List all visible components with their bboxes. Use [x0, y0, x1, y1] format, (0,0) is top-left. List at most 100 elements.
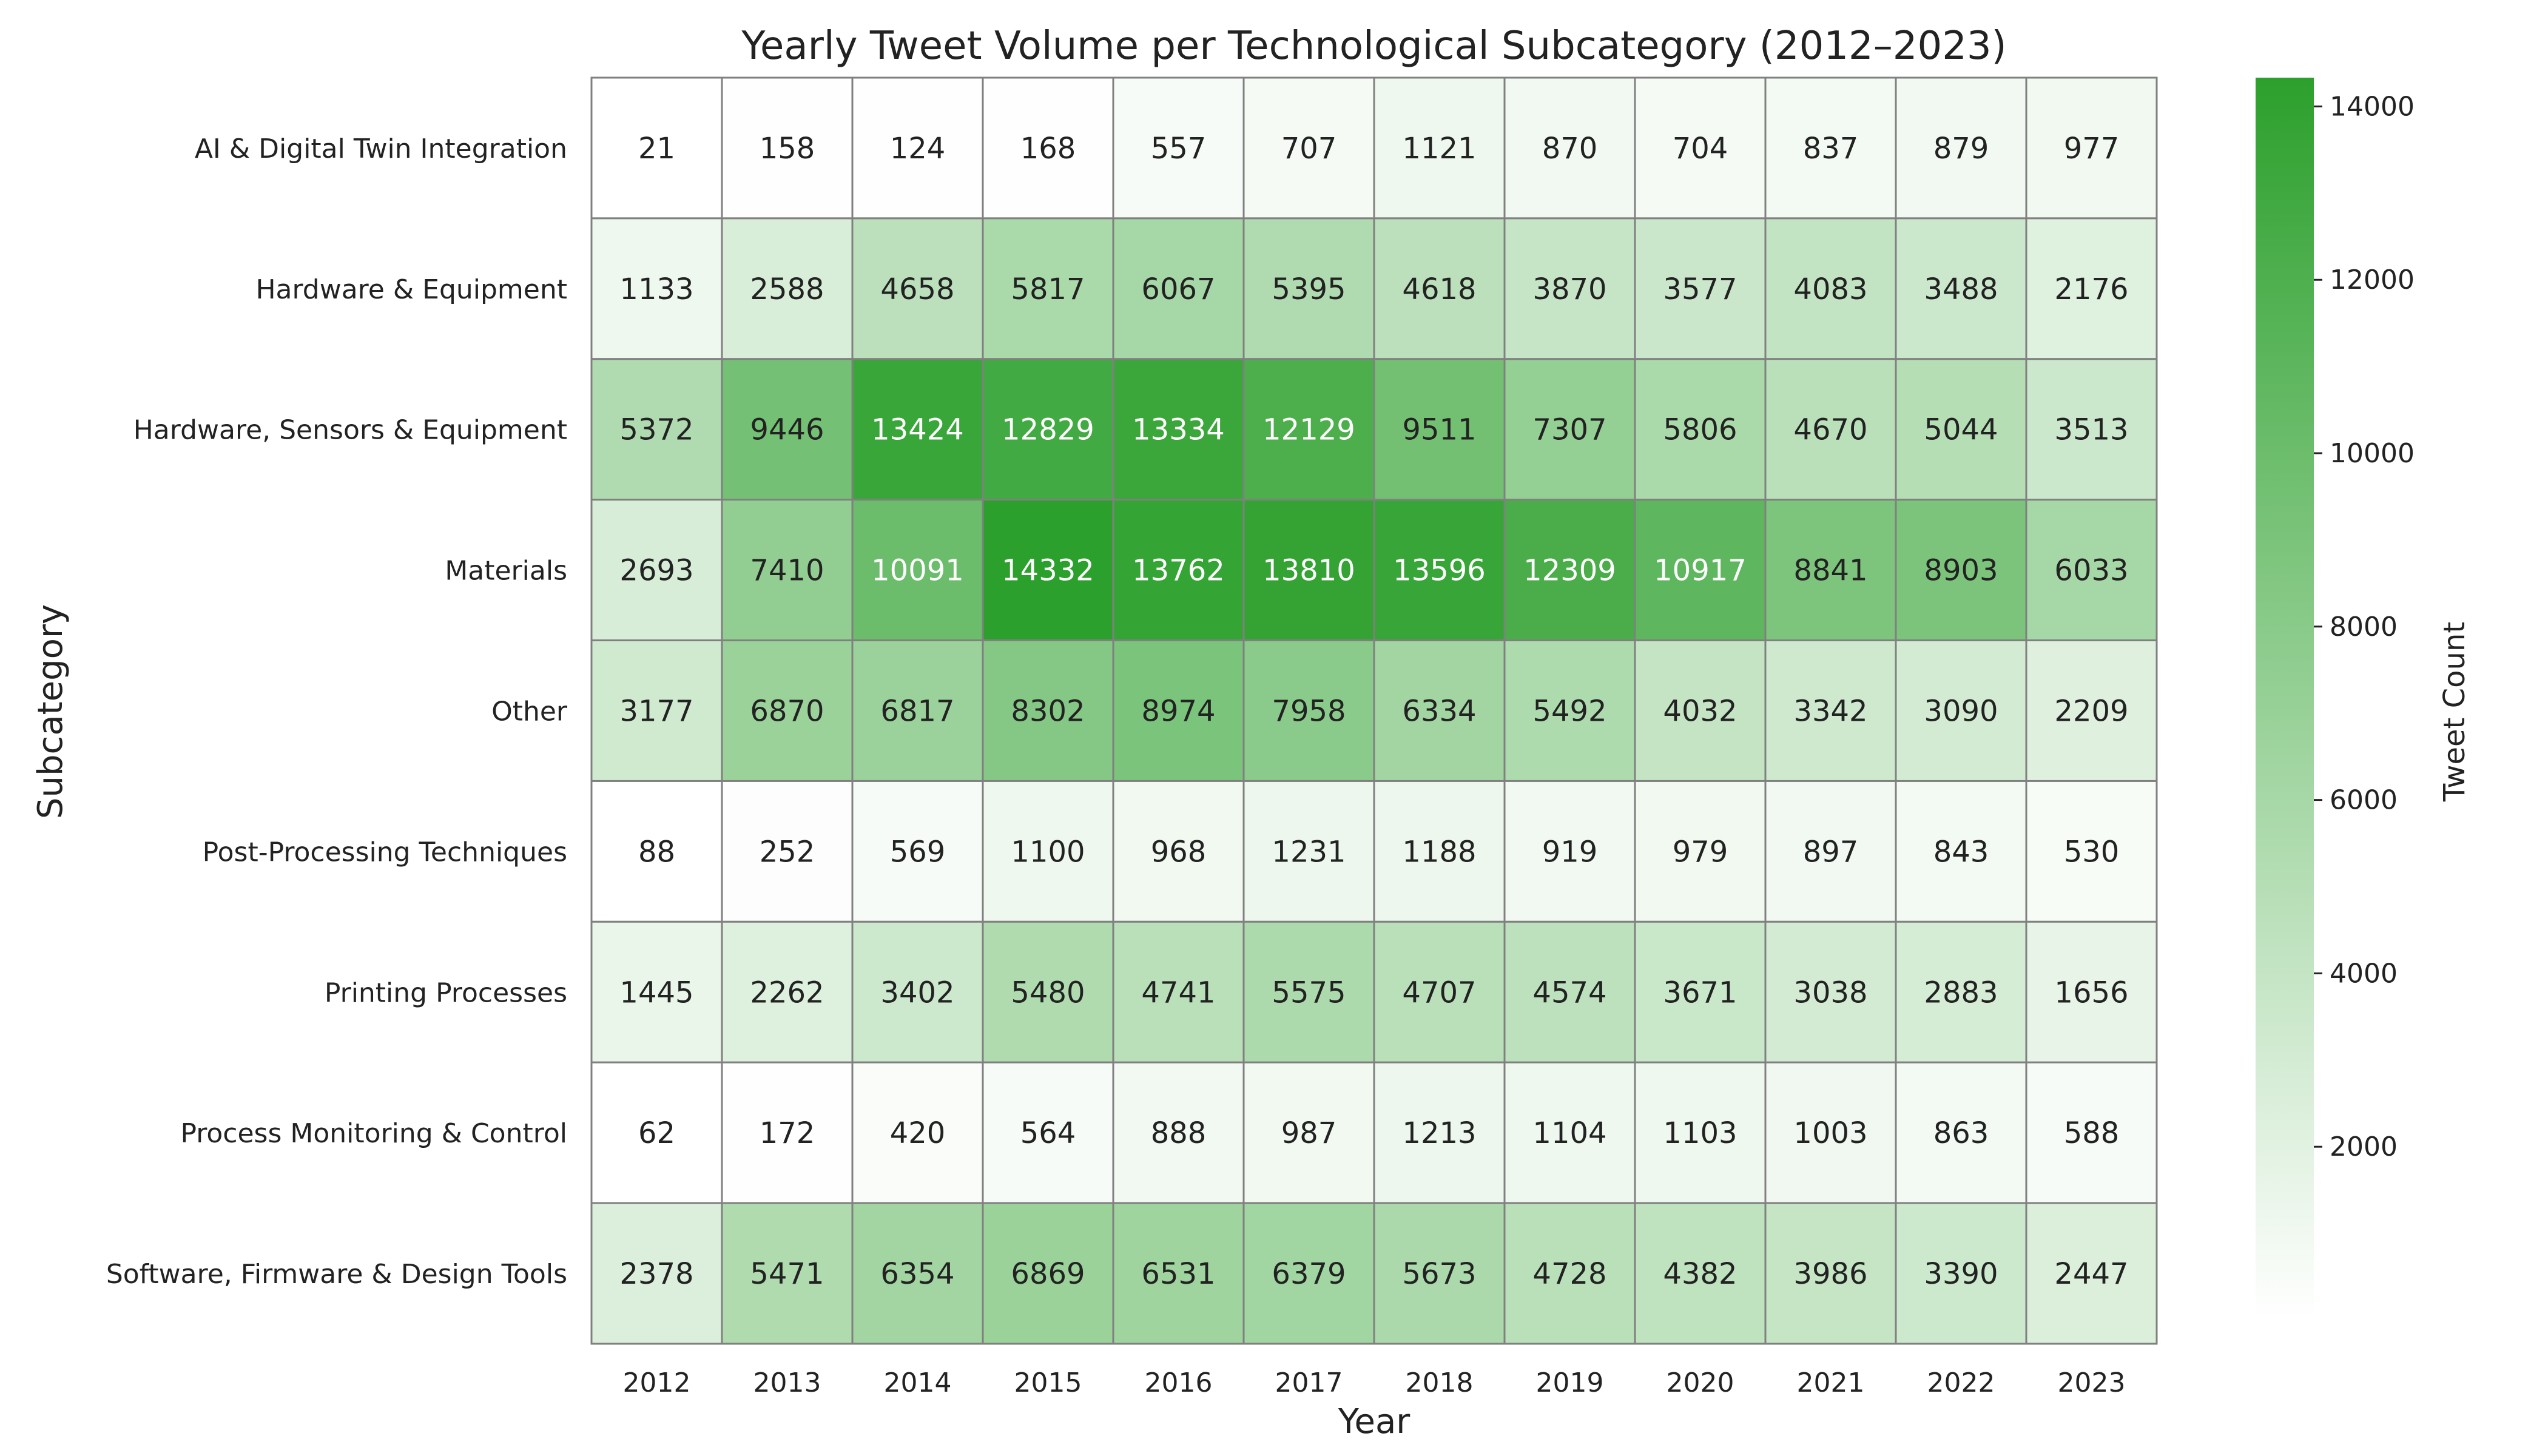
cell-value-label: 3488 [1924, 272, 1998, 306]
cell-value-label: 3671 [1663, 976, 1737, 1009]
cell-value-label: 8903 [1924, 554, 1998, 588]
heatmap-cell [1634, 217, 1767, 360]
heatmap-cell [1503, 639, 1636, 782]
heatmap-cell [1503, 76, 1636, 220]
heatmap-cell [982, 920, 1114, 1063]
heatmap-cell [2025, 358, 2158, 501]
y-tick-label: Post-Processing Techniques [203, 837, 567, 868]
cell-value-label: 124 [890, 132, 946, 166]
cell-value-label: 5372 [619, 413, 693, 447]
cell-value-label: 564 [1020, 1116, 1076, 1150]
colorbar-tick-label: 4000 [2330, 958, 2398, 989]
cell-value-label: 6531 [1141, 1257, 1215, 1291]
cell-value-label: 3177 [619, 695, 693, 729]
heatmap-cell [1895, 920, 2027, 1063]
cell-value-label: 6067 [1141, 272, 1215, 306]
colorbar-tick-label: 6000 [2330, 785, 2398, 816]
cell-value-label: 4083 [1793, 272, 1867, 306]
y-axis-label: Subcategory [31, 604, 70, 819]
heatmap-cell [1242, 780, 1375, 923]
cell-value-label: 863 [1933, 1116, 1989, 1150]
cell-value-label: 1213 [1402, 1116, 1476, 1150]
heatmap-cell [1242, 1202, 1375, 1345]
cell-value-label: 8841 [1793, 554, 1867, 588]
cell-value-label: 1445 [619, 976, 693, 1009]
y-tick-labels: AI & Digital Twin Integration Hardware & … [106, 133, 568, 1290]
x-tick-label: 2016 [1145, 1367, 1213, 1398]
heatmap-cell [721, 639, 854, 782]
heatmap-cell [1634, 780, 1767, 923]
heatmap-cell [1242, 920, 1375, 1063]
heatmap-cell [1242, 499, 1375, 642]
chart-title: Yearly Tweet Volume per Technological Su… [741, 24, 2006, 69]
y-tick-label: Hardware & Equipment [255, 274, 567, 305]
heatmap-cell [1764, 920, 1897, 1063]
cell-value-label: 6334 [1402, 695, 1476, 729]
cell-value-label: 6870 [750, 695, 824, 729]
heatmap-cell [2025, 76, 2158, 220]
cell-value-label: 12829 [1002, 413, 1094, 447]
cell-value-label: 2447 [2054, 1257, 2128, 1291]
x-tick-label: 2022 [1927, 1367, 1995, 1398]
cell-value-label: 879 [1933, 132, 1989, 166]
cell-value-label: 897 [1803, 835, 1859, 869]
y-tick-label: Other [491, 696, 568, 727]
x-tick-label: 2015 [1014, 1367, 1082, 1398]
cell-value-label: 13596 [1393, 554, 1486, 588]
heatmap-cell [2025, 780, 2158, 923]
y-tick-label: Materials [445, 556, 567, 587]
colorbar-ticks: 2000 4000 6000 8000 10000 12000 14000 [2314, 91, 2415, 1162]
cell-value-label: 569 [890, 835, 946, 869]
y-tick-label: Software, Firmware & Design Tools [106, 1259, 567, 1290]
heatmap-cell [2025, 499, 2158, 642]
cell-value-label: 1121 [1402, 132, 1476, 166]
heatmap-cell [851, 499, 984, 642]
colorbar-tick-label: 8000 [2330, 612, 2398, 642]
heatmap-cell [1373, 920, 1506, 1063]
cell-value-label: 1103 [1663, 1116, 1737, 1150]
heatmap-cell [851, 639, 984, 782]
cell-value-label: 2693 [619, 554, 693, 588]
x-tick-label: 2021 [1797, 1367, 1865, 1398]
heatmap-cell [1895, 499, 2027, 642]
cell-value-label: 6354 [880, 1257, 954, 1291]
cell-value-label: 6817 [880, 695, 954, 729]
y-tick-label: Hardware, Sensors & Equipment [133, 415, 567, 446]
colorbar-tick-label: 12000 [2330, 265, 2415, 295]
cell-value-label: 4658 [880, 272, 954, 306]
colorbar-label: Tweet Count [2438, 622, 2472, 802]
x-axis-label: Year [1338, 1402, 1411, 1441]
cell-value-label: 12129 [1262, 413, 1355, 447]
heatmap-cell [1503, 1202, 1636, 1345]
cell-value-label: 5673 [1402, 1257, 1476, 1291]
heatmap-cell [590, 76, 723, 220]
cell-value-label: 704 [1673, 132, 1728, 166]
cell-value-label: 5806 [1663, 413, 1737, 447]
cell-value-label: 1104 [1532, 1116, 1606, 1150]
heatmap-cell [1112, 920, 1245, 1063]
heatmap-cell [1373, 358, 1506, 501]
cell-value-label: 5480 [1011, 976, 1085, 1009]
cell-value-label: 4728 [1532, 1257, 1606, 1291]
colorbar [2256, 78, 2314, 1318]
heatmap-cell [851, 920, 984, 1063]
y-tick-label: Process Monitoring & Control [180, 1118, 567, 1149]
cell-value-label: 420 [890, 1116, 946, 1150]
cell-value-label: 3390 [1924, 1257, 1998, 1291]
cell-value-label: 8974 [1141, 695, 1215, 729]
cell-value-label: 9511 [1402, 413, 1476, 447]
cell-value-label: 252 [760, 835, 815, 869]
heatmap-cell [1373, 1061, 1506, 1204]
cell-value-label: 3577 [1663, 272, 1737, 306]
cell-value-label: 5044 [1924, 413, 1998, 447]
cell-value-label: 172 [760, 1116, 815, 1150]
x-tick-label: 2019 [1536, 1367, 1604, 1398]
heatmap-cell [982, 358, 1114, 501]
y-tick-label: AI & Digital Twin Integration [195, 133, 567, 164]
cell-value-label: 4574 [1532, 976, 1606, 1009]
cell-value-label: 4618 [1402, 272, 1476, 306]
colorbar-tick-label: 10000 [2330, 438, 2415, 469]
heatmap-cell [1895, 1202, 2027, 1345]
cell-value-label: 7410 [750, 554, 824, 588]
cell-value-label: 4670 [1793, 413, 1867, 447]
